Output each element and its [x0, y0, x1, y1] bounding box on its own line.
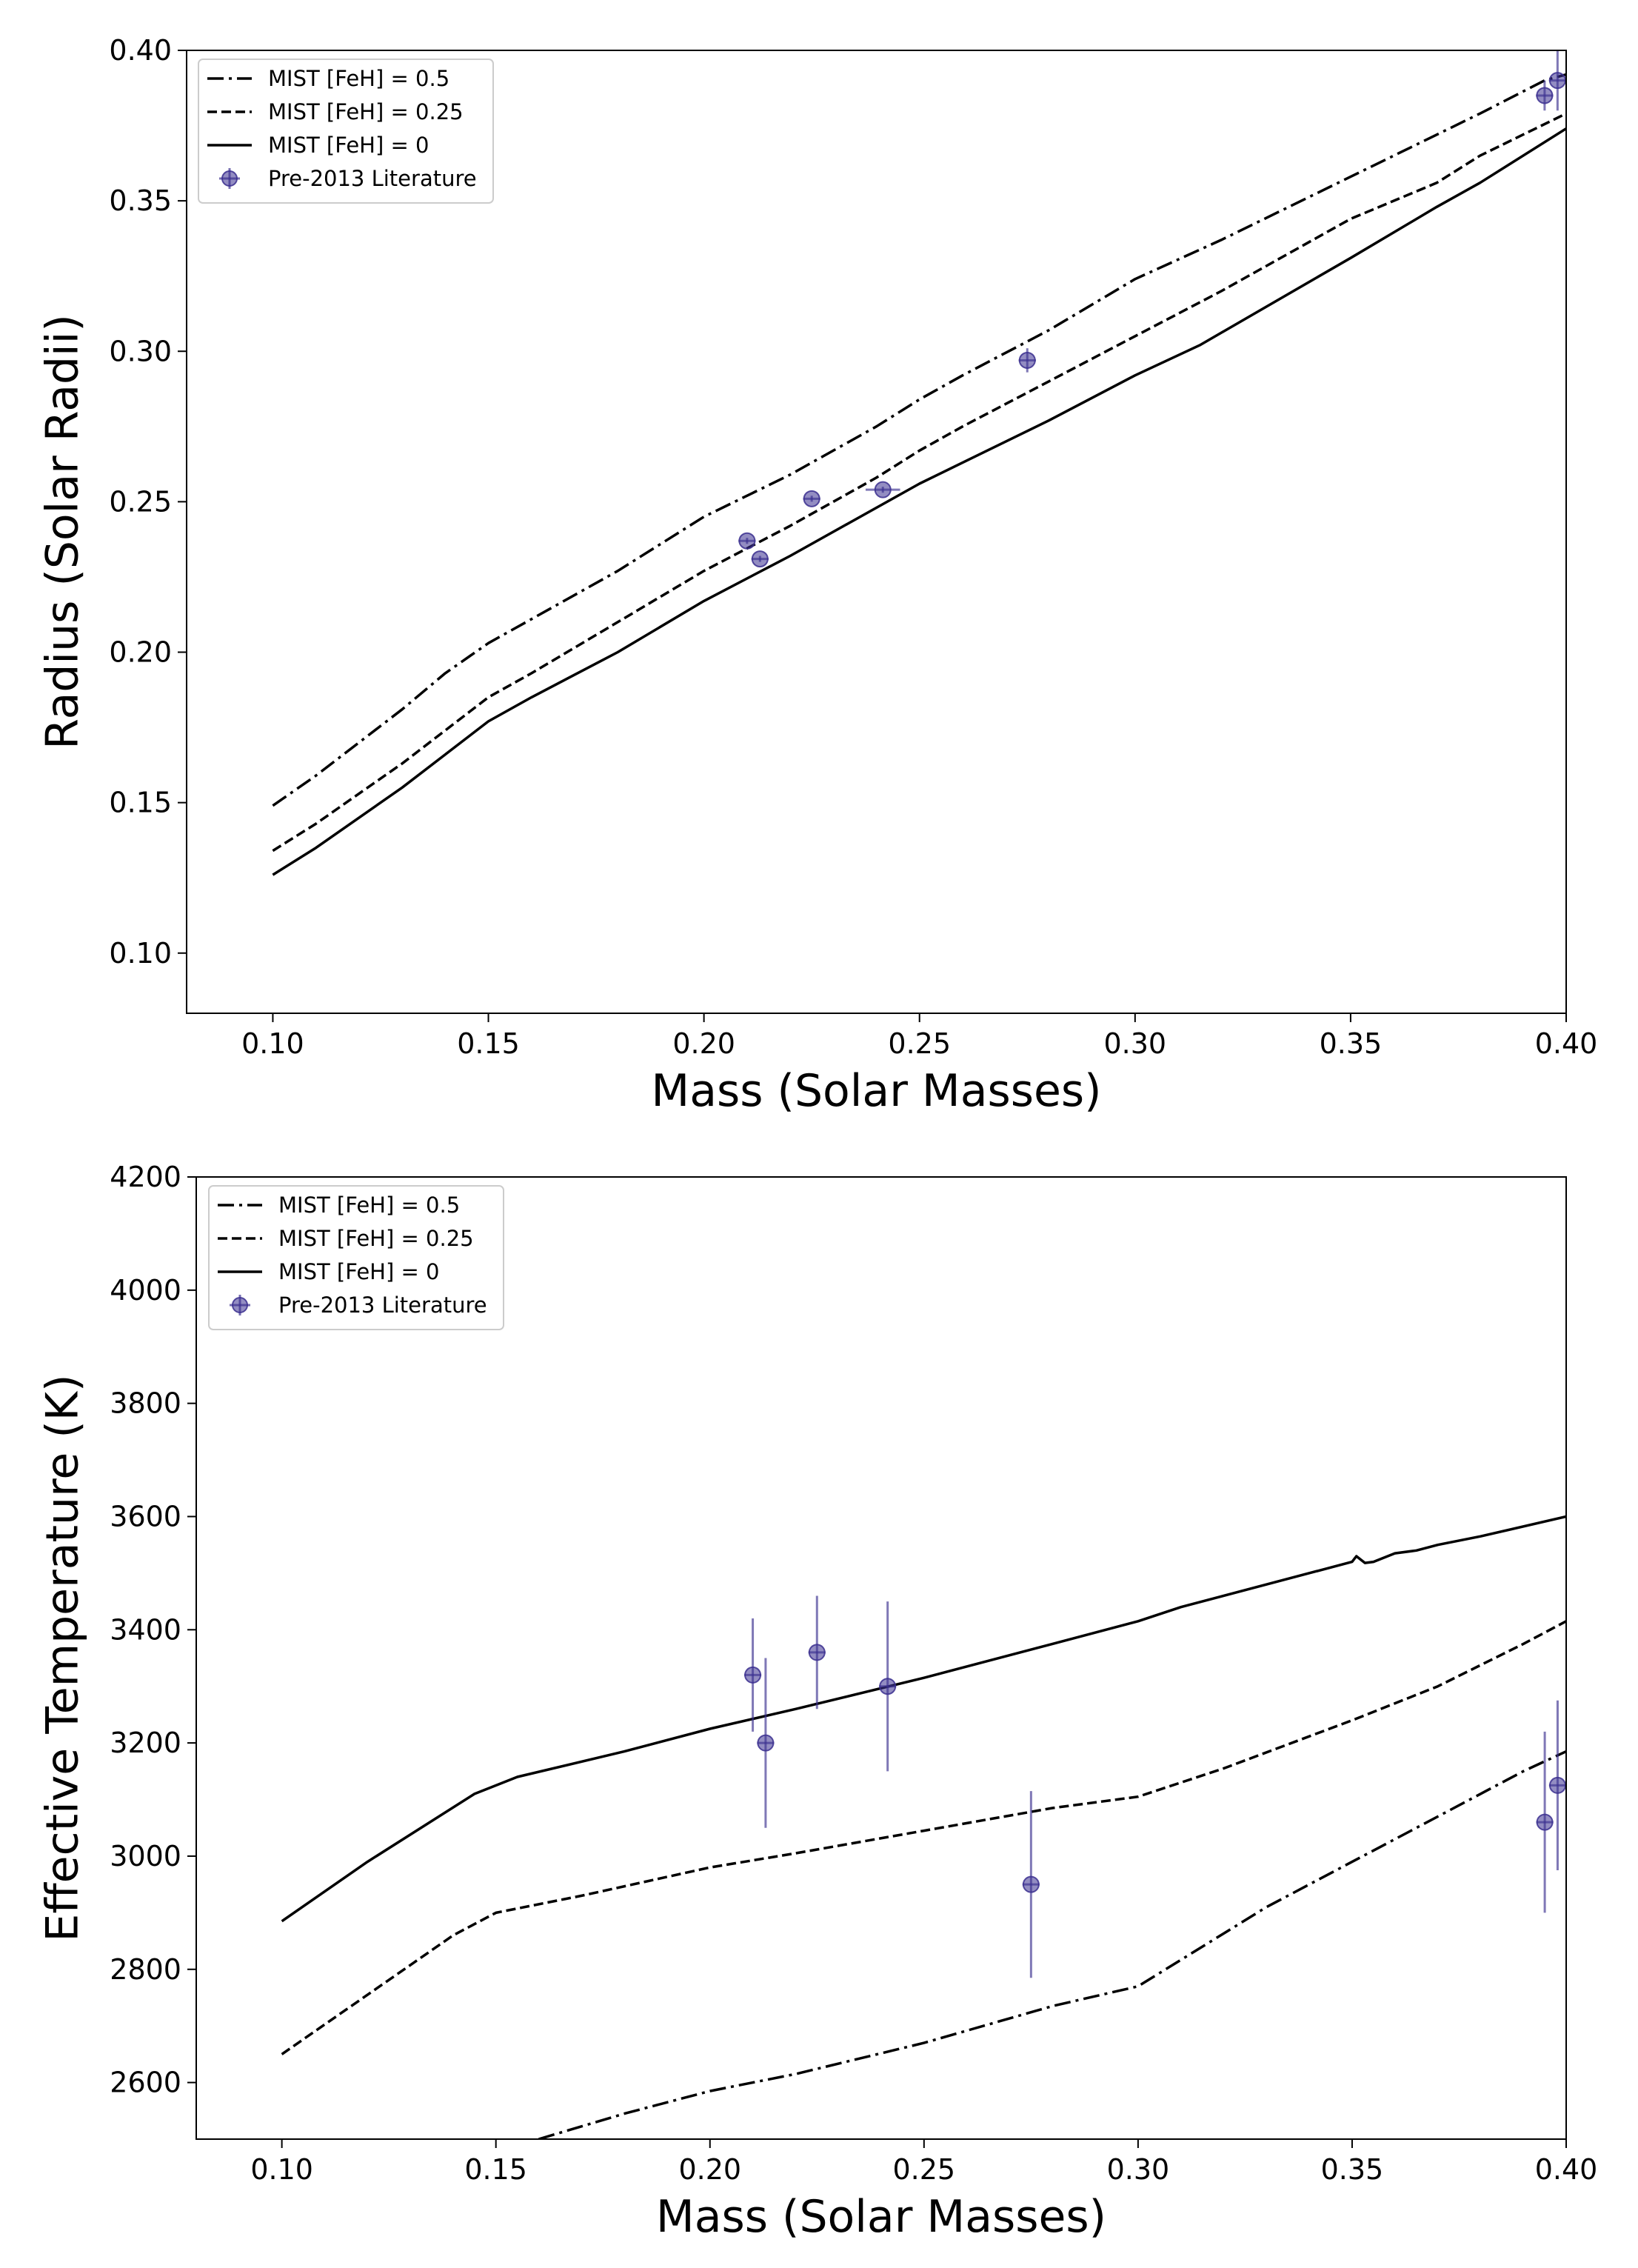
- temperature-legend-label-feh-0.25: MIST [FeH] = 0.25: [278, 1226, 474, 1251]
- radius-x-tick-label: 0.25: [888, 1027, 951, 1060]
- temperature-legend: MIST [FeH] = 0.5 MIST [FeH] = 0.25 MIST …: [208, 1185, 504, 1330]
- radius-x-tick-label: 0.20: [672, 1027, 735, 1060]
- radius-literature-point: [738, 532, 756, 550]
- radius-ticks: 0.10 0.15 0.20 0.25 0.30 0.35 0.40 0.10 0.15 0.20…: [109, 34, 1597, 1060]
- radius-legend-label-feh-0: MIST [FeH] = 0: [268, 133, 429, 158]
- radius-literature-point: [1548, 50, 1566, 111]
- temperature-y-tick-label: 3800: [110, 1387, 181, 1420]
- temperature-legend-label-feh-0: MIST [FeH] = 0: [278, 1259, 439, 1284]
- temperature-series-line-2: [281, 1515, 1566, 1923]
- radius-legend-label-feh-0.25: MIST [FeH] = 0.25: [268, 99, 464, 124]
- radius-legend-box: [198, 59, 494, 204]
- radius-point-marker: [751, 550, 769, 568]
- radius-y-tick-label: 0.30: [109, 335, 172, 367]
- temperature-legend-marker-literature: [230, 1295, 250, 1315]
- radius-point-marker: [1548, 72, 1566, 90]
- radius-y-tick-label: 0.35: [109, 184, 172, 217]
- radius-y-tick-label: 0.10: [109, 937, 172, 970]
- temperature-x-tick-label: 0.15: [464, 2153, 527, 2186]
- temperature-point-marker: [1548, 1776, 1566, 1794]
- radius-point-marker: [1018, 351, 1036, 369]
- radius-point-marker: [874, 481, 892, 498]
- radius-series-line-1: [272, 112, 1566, 853]
- radius-legend-marker-literature: [219, 168, 240, 189]
- temperature-y-tick-label: 3600: [110, 1500, 181, 1532]
- radius-x-axis-label: Mass (Solar Masses): [651, 1065, 1101, 1117]
- temperature-point-marker: [879, 1678, 897, 1695]
- radius-point-marker: [1536, 87, 1554, 104]
- temperature-chart: 0.10 0.15 0.20 0.25 0.30 0.35 0.40 2600 2800 3000…: [37, 1161, 1598, 2243]
- temperature-literature-point: [808, 1595, 826, 1710]
- temperature-plot-frame: [195, 1176, 1567, 2140]
- radius-y-tick-label: 0.25: [109, 485, 172, 518]
- temperature-y-tick-label: 2600: [110, 2067, 181, 2099]
- radius-y-tick-label: 0.15: [109, 787, 172, 819]
- temperature-y-axis-label: Effective Temperature (K): [37, 1374, 89, 1941]
- radius-literature-point: [865, 481, 900, 498]
- temperature-literature-point: [1022, 1791, 1040, 1978]
- radius-plot-frame: [186, 50, 1567, 1014]
- radius-legend-label-feh-0.5: MIST [FeH] = 0.5: [268, 66, 449, 91]
- temperature-x-tick-label: 0.10: [250, 2153, 313, 2186]
- radius-legend: MIST [FeH] = 0.5 MIST [FeH] = 0.25 MIST …: [198, 59, 494, 204]
- temperature-literature-point: [879, 1601, 897, 1772]
- temperature-series-line-0: [538, 1750, 1566, 2139]
- radius-series-line-2: [272, 127, 1566, 876]
- temperature-point-marker: [1536, 1813, 1554, 1831]
- radius-point-marker: [738, 532, 756, 550]
- temperature-x-tick-label: 0.20: [678, 2153, 741, 2186]
- temperature-literature-point: [744, 1618, 762, 1732]
- radius-x-tick-label: 0.35: [1320, 1027, 1383, 1060]
- temperature-literature-point: [1536, 1731, 1554, 1913]
- radius-x-tick-label: 0.40: [1535, 1027, 1598, 1060]
- radius-literature-point: [803, 490, 820, 507]
- radius-x-tick-label: 0.10: [241, 1027, 304, 1060]
- temperature-literature-points: [744, 1595, 1566, 1978]
- temperature-model-lines: [281, 1515, 1566, 2139]
- temperature-literature-point: [1548, 1700, 1566, 1871]
- radius-point-marker: [803, 490, 820, 507]
- temperature-legend-label-literature: Pre-2013 Literature: [278, 1293, 487, 1318]
- temperature-series-line-1: [281, 1620, 1566, 2055]
- radius-y-tick-label: 0.40: [109, 34, 172, 67]
- temperature-ticks: 0.10 0.15 0.20 0.25 0.30 0.35 0.40 2600 2800 3000…: [110, 1161, 1597, 2186]
- temperature-y-tick-label: 4200: [110, 1161, 181, 1193]
- radius-chart: 0.10 0.15 0.20 0.25 0.30 0.35 0.40 0.10 0.15 0.20…: [37, 34, 1598, 1117]
- radius-literature-point: [1018, 348, 1036, 373]
- temperature-point-marker: [1022, 1875, 1040, 1893]
- radius-literature-points: [738, 50, 1566, 568]
- temperature-y-tick-label: 3000: [110, 1840, 181, 1872]
- temperature-y-tick-label: 2800: [110, 1953, 181, 1986]
- temperature-x-axis-label: Mass (Solar Masses): [656, 2191, 1106, 2243]
- radius-x-tick-label: 0.30: [1104, 1027, 1167, 1060]
- temperature-point-marker: [744, 1666, 762, 1684]
- temperature-literature-point: [757, 1658, 775, 1828]
- radius-y-tick-label: 0.20: [109, 636, 172, 669]
- temperature-point-marker: [808, 1644, 826, 1661]
- radius-literature-point: [1536, 80, 1554, 111]
- temperature-y-tick-label: 3200: [110, 1727, 181, 1759]
- temperature-y-tick-label: 3400: [110, 1613, 181, 1646]
- temperature-x-tick-label: 0.25: [893, 2153, 956, 2186]
- temperature-legend-box: [208, 1185, 504, 1330]
- radius-x-tick-label: 0.15: [457, 1027, 520, 1060]
- radius-legend-label-literature: Pre-2013 Literature: [268, 166, 477, 191]
- temperature-y-tick-label: 4000: [110, 1274, 181, 1307]
- temperature-x-tick-label: 0.30: [1107, 2153, 1170, 2186]
- temperature-legend-label-feh-0.5: MIST [FeH] = 0.5: [278, 1193, 460, 1218]
- radius-literature-point: [751, 550, 769, 568]
- temperature-point-marker: [757, 1734, 775, 1752]
- radius-series-line-0: [272, 73, 1566, 807]
- radius-y-axis-label: Radius (Solar Radii): [37, 314, 89, 750]
- radius-model-lines: [272, 73, 1566, 876]
- temperature-x-tick-label: 0.35: [1321, 2153, 1384, 2186]
- temperature-x-tick-label: 0.40: [1535, 2153, 1598, 2186]
